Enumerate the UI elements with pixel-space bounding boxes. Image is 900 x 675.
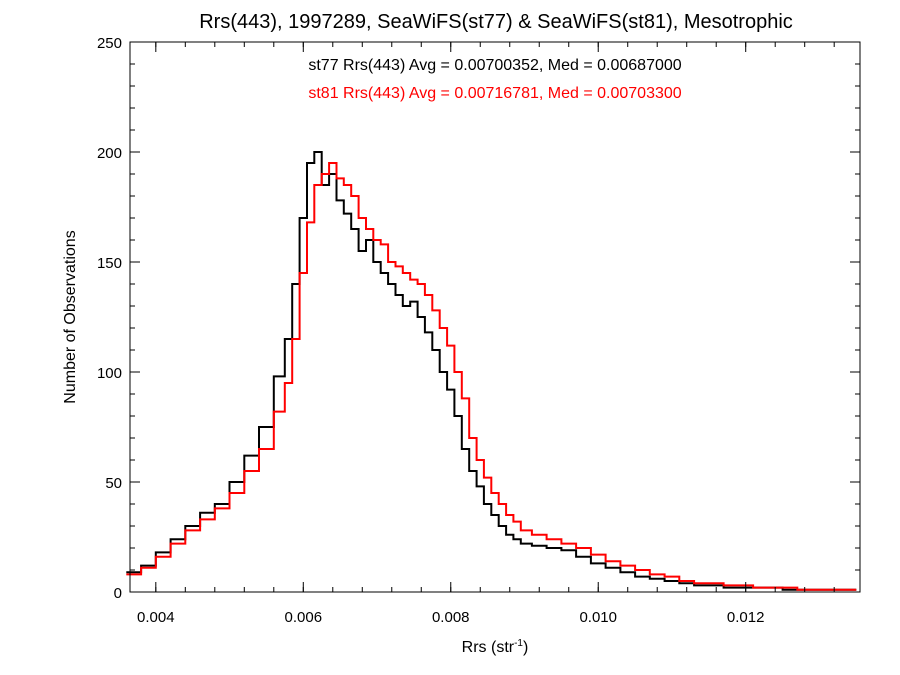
chart-title: Rrs(443), 1997289, SeaWiFS(st77) & SeaWi…	[199, 11, 793, 33]
x-tick-label-4: 0.012	[727, 609, 765, 626]
x-axis-label-main: Rrs (str	[462, 639, 515, 656]
x-axis-label: Rrs (str-1)	[462, 638, 529, 656]
x-axis-label-superscript: -1	[514, 638, 523, 649]
y-tick-label-3: 150	[97, 255, 122, 272]
y-tick-label-0: 0	[114, 585, 122, 602]
x-tick-label-3: 0.010	[579, 609, 617, 626]
legend-entry-st81: st81 Rrs(443) Avg = 0.00716781, Med = 0.…	[308, 85, 681, 102]
x-tick-label-2: 0.008	[432, 609, 470, 626]
y-tick-label-5: 250	[97, 35, 122, 52]
series-line-st81	[126, 162, 857, 591]
x-tick-label-0: 0.004	[137, 609, 175, 626]
x-tick-label-1: 0.006	[285, 609, 323, 626]
x-axis-label-end: )	[523, 639, 528, 656]
y-axis-label: Number of Observations	[62, 230, 79, 403]
x-axis: 0.004 0.006 0.008 0.010 0.012	[137, 42, 835, 626]
y-axis: 0 50 100 150 200 250	[97, 35, 860, 602]
series-line-st77	[126, 151, 857, 591]
series-layer	[126, 151, 857, 591]
plot-frame	[129, 41, 861, 593]
y-tick-label-4: 200	[97, 145, 122, 162]
y-tick-label-2: 100	[97, 365, 122, 382]
legend-entry-st77: st77 Rrs(443) Avg = 0.00700352, Med = 0.…	[308, 57, 681, 74]
y-tick-label-1: 50	[105, 475, 122, 492]
